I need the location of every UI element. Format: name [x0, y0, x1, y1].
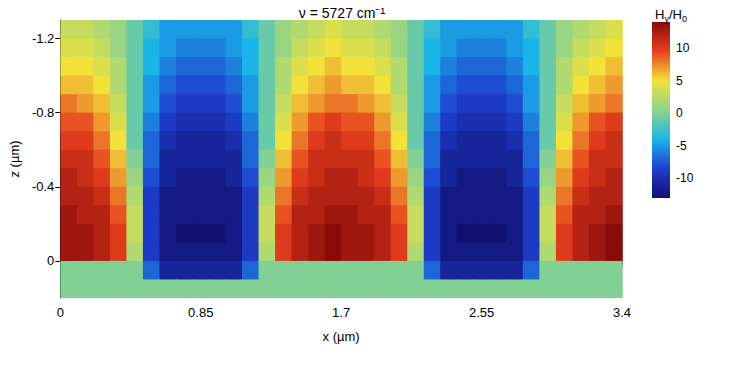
svg-text:1.7: 1.7 — [332, 305, 350, 320]
svg-text:-10: -10 — [676, 171, 694, 185]
svg-text:0.85: 0.85 — [188, 305, 213, 320]
svg-text:0: 0 — [57, 305, 64, 320]
svg-text:-0.4: -0.4 — [32, 179, 54, 194]
svg-text:3.4: 3.4 — [613, 305, 631, 320]
svg-text:10: 10 — [676, 41, 690, 55]
svg-text:-0.8: -0.8 — [32, 105, 54, 120]
svg-text:-5: -5 — [676, 139, 687, 153]
svg-text:ν = 5727 cm⁻¹: ν = 5727 cm⁻¹ — [299, 5, 386, 21]
svg-text:y: y — [664, 13, 669, 24]
svg-text:0: 0 — [676, 106, 683, 120]
svg-text:x (µm): x (µm) — [323, 329, 360, 344]
svg-text:0: 0 — [682, 14, 687, 24]
svg-text:z (µm): z (µm) — [7, 140, 22, 177]
svg-text:H: H — [655, 7, 664, 22]
svg-text:0: 0 — [47, 253, 54, 268]
svg-text:/H: /H — [669, 7, 682, 22]
svg-text:-1.2: -1.2 — [32, 31, 54, 46]
svg-text:5: 5 — [676, 74, 683, 88]
svg-text:2.55: 2.55 — [469, 305, 494, 320]
